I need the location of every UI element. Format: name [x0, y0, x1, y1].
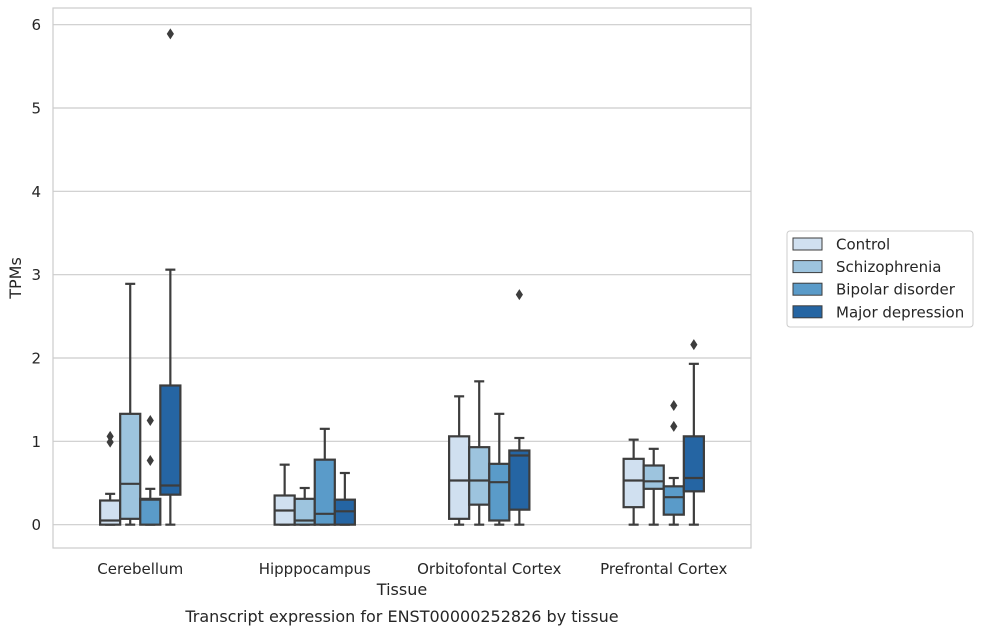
y-tick-label: 6	[31, 16, 41, 34]
box-body	[448, 435, 471, 520]
box-group	[313, 427, 336, 526]
y-axis-ticks: 0 1 2 3 4 5 6	[31, 16, 41, 534]
y-tick-label: 5	[31, 100, 41, 118]
box-body	[139, 497, 162, 526]
box-group	[119, 282, 142, 526]
legend: Control Schizophrenia Bipolar disorder Majo…	[786, 230, 974, 328]
legend-frame	[786, 230, 974, 328]
box-group	[273, 463, 296, 526]
outlier-point	[106, 436, 114, 448]
outlier-point	[146, 415, 154, 426]
box-group	[508, 289, 531, 526]
x-tick-label: Hipppocampus	[259, 560, 371, 578]
box-group	[159, 28, 182, 526]
legend-label: Control	[836, 236, 890, 254]
x-tick-label: Prefrontal Cortex	[600, 560, 727, 578]
box-body	[682, 435, 705, 493]
box-body	[313, 458, 336, 526]
outlier-point	[146, 455, 154, 466]
y-axis-title: TPMs	[6, 257, 25, 300]
box-group	[293, 486, 316, 526]
box-series	[99, 28, 705, 526]
box-group	[448, 395, 471, 526]
y-tick-label: 1	[31, 433, 41, 451]
box-group	[333, 471, 356, 526]
legend-label: Schizophrenia	[836, 258, 941, 276]
box-body	[662, 485, 685, 516]
plot-area-frame	[52, 7, 752, 549]
y-tick-label: 2	[31, 350, 41, 368]
y-tick-label: 4	[31, 183, 41, 201]
box-body	[119, 412, 142, 520]
legend-swatch	[792, 305, 823, 319]
outlier-point	[166, 28, 174, 40]
legend-swatch	[792, 237, 823, 251]
legend-label: Bipolar disorder	[836, 281, 956, 299]
outlier-point	[106, 430, 114, 442]
box-body	[508, 449, 531, 511]
box-body	[488, 462, 511, 522]
legend-swatch	[792, 282, 823, 296]
x-axis-ticks: Cerebellum Hipppocampus Orbitofontal Corte…	[97, 560, 727, 578]
box-group	[662, 400, 685, 526]
x-tick-label: Cerebellum	[97, 560, 183, 578]
box-body	[642, 464, 665, 490]
outlier-point	[690, 339, 698, 351]
chart-caption: Transcript expression for ENST0000025282…	[184, 607, 618, 626]
legend-label: Major depression	[836, 303, 964, 321]
y-tick-label: 3	[31, 266, 41, 284]
legend-items: Control Schizophrenia Bipolar disorder Majo…	[792, 236, 964, 321]
box-body	[622, 457, 645, 509]
box-body	[159, 384, 182, 496]
outlier-point	[515, 289, 523, 301]
box-group	[642, 447, 665, 526]
box-group	[682, 339, 705, 526]
y-tick-label: 0	[31, 516, 41, 534]
box-group	[139, 415, 162, 526]
box-body	[468, 446, 491, 506]
outlier-point	[670, 400, 678, 411]
legend-swatch	[792, 260, 823, 274]
x-axis-title: Tissue	[376, 580, 427, 599]
outlier-point	[670, 420, 678, 432]
box-group	[622, 438, 645, 526]
x-tick-label: Orbitofontal Cortex	[417, 560, 561, 578]
